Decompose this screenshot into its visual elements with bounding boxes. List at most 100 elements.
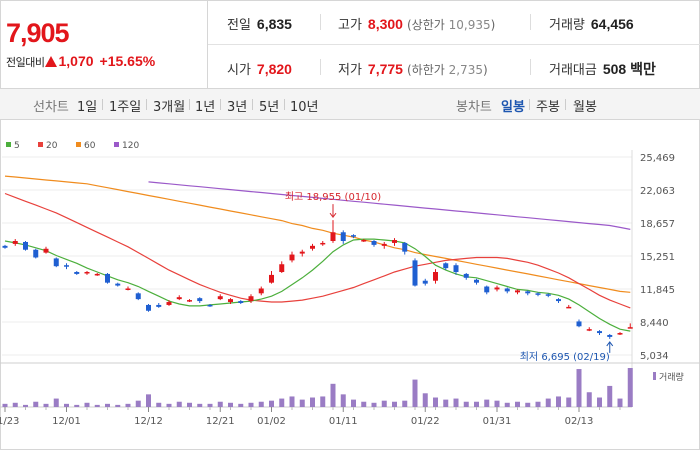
volume-bar [64,403,69,407]
volume-bar [443,399,449,407]
volume-bar [392,401,397,407]
volume-bar [94,404,100,407]
candle-body [484,286,490,293]
weekly-candle-button[interactable]: 주봉 [536,100,560,115]
toolbar-divider [220,99,221,110]
volume-bar [556,396,561,407]
candle-body [228,299,233,303]
period-3y-button[interactable]: 3년 [227,100,248,115]
y-tick-label: 11,845 [640,285,675,296]
volume-bar [597,397,602,407]
high-value: 8,300 [367,16,403,32]
volume-bar [53,398,59,407]
volume-bar [340,394,346,407]
candle-body [607,334,613,337]
candle-body [433,272,438,281]
legend-swatch-120 [114,142,119,147]
y-tick-label: 22,063 [640,186,675,197]
candle-body [248,296,254,302]
x-tick-label: 01/22 [411,416,440,427]
legend-label-5: 5 [14,141,20,151]
volume-bar [617,398,623,407]
amount-label: 거래대금 [549,63,597,78]
volume-bar [371,402,377,407]
period-1d-button[interactable]: 1일 [77,100,98,115]
legend-label-60: 60 [84,141,96,151]
volume-bar [586,392,592,407]
change-row: 전일대비 1,070 +15.65% [6,53,155,70]
volume-bar [330,383,336,407]
open-cell: 시가 7,820 [227,59,292,78]
volume-bar [463,401,469,407]
candle-body [504,288,510,292]
x-axis: 11/23 12/01 12/12 12/21 01/02 01/11 01/22 01/31… [0,407,621,427]
cell-divider [320,59,321,75]
candle-body [494,287,500,290]
candle-body [422,280,428,284]
y-tick-label: 5,034 [640,351,669,362]
candle-body [597,331,602,334]
quote-panel: 7,905 전일대비 1,070 +15.65% 전일 6,835 고가 8,300 (상… [0,0,700,89]
volume-bar [515,401,520,407]
period-3m-button[interactable]: 3개월 [153,100,186,115]
monthly-candle-button[interactable]: 월봉 [573,100,597,115]
candle-body [115,283,121,286]
candle-body [94,273,100,276]
candle-body [340,232,346,241]
legend-swatch-5 [6,142,11,147]
volume-bar [627,368,633,407]
candle-body [330,232,336,241]
volume-bar [279,398,285,407]
volume-bar [320,396,326,407]
volume-bar [453,398,459,407]
low-annotation: 최저 6,695 (02/19) [520,351,610,363]
x-tick-label: 01/02 [257,416,286,427]
candlesticks [2,220,633,339]
candle-body [84,272,90,274]
candle-body [33,249,39,258]
candle-body [566,306,572,309]
volume-bar [33,401,39,407]
volume-bar [258,401,264,407]
candle-body [463,273,469,278]
quote-divider [207,0,208,88]
candle-body [217,296,223,300]
volume-bar [433,397,438,407]
candle-body [166,302,172,305]
volume-bar [299,399,305,407]
candle-body [135,293,141,300]
volume-bar [269,400,274,407]
volume-bar [135,400,141,407]
volume-bar [166,403,172,407]
candle-body [556,299,561,302]
candle-body [146,304,151,311]
lower-limit-label: 하한가 [411,63,445,77]
candle-body [392,240,397,243]
candle-body [105,273,110,283]
period-5y-button[interactable]: 5년 [259,100,280,115]
period-10y-button[interactable]: 10년 [290,100,319,115]
period-1w-button[interactable]: 1주일 [109,100,142,115]
candle-body [381,243,387,246]
volume-bar [412,379,418,407]
volume-bar [545,398,551,407]
volume-bar [248,402,254,407]
volume-bar [105,403,110,407]
volume-bar [576,369,582,407]
cell-divider [530,14,531,30]
lower-limit-value: 2,735 [448,63,483,77]
volume-bar [361,401,367,407]
volume-bar [351,399,356,407]
candle-body [12,240,18,244]
candle-body [474,279,479,283]
candle-body [64,265,69,267]
candle-body [371,240,377,245]
volume-bar [217,401,223,407]
quote-row-divider [208,44,700,45]
legend-swatch-60 [76,142,81,147]
period-1y-button[interactable]: 1년 [195,100,216,115]
prev-close-cell: 전일 6,835 [227,14,292,33]
daily-candle-button[interactable]: 일봉 [501,100,525,115]
up-triangle-icon [45,56,58,67]
candle-body [2,245,8,248]
